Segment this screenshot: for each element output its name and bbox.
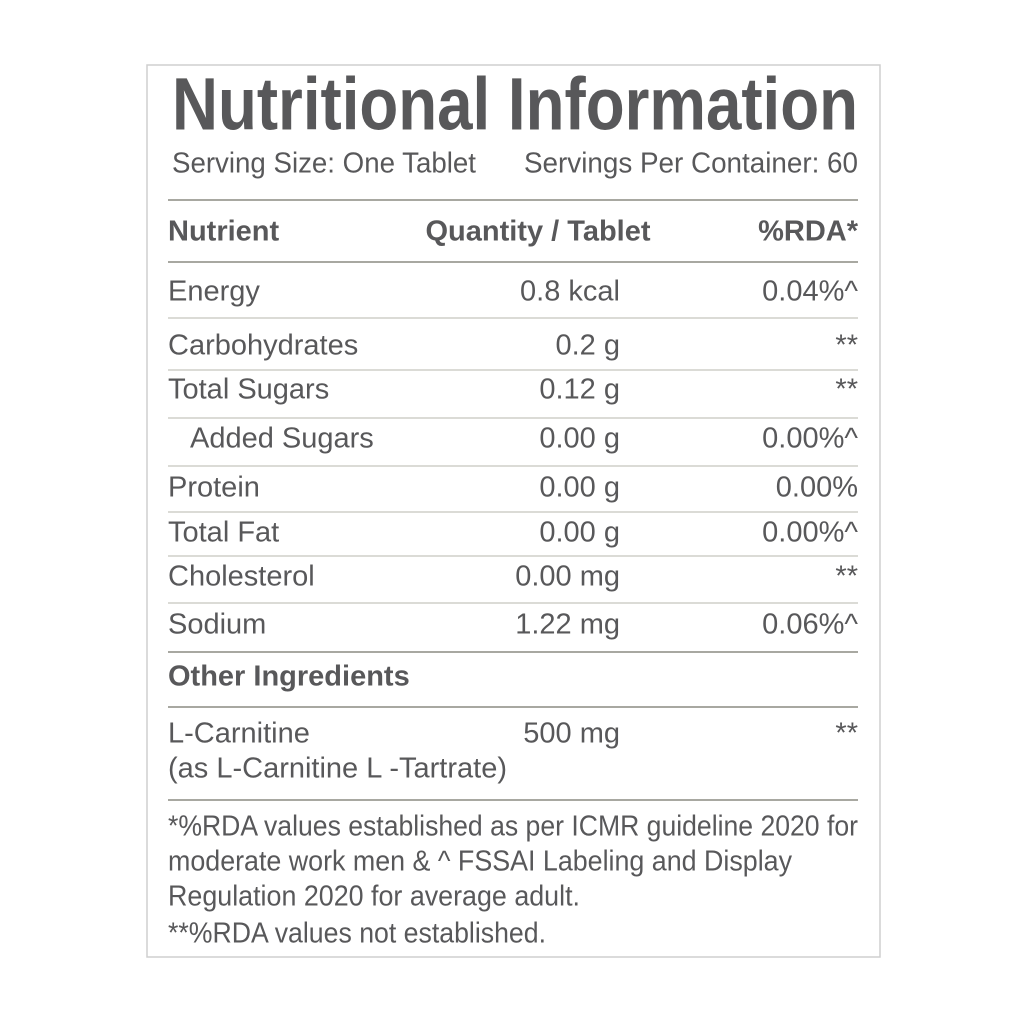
- nutrient-name: Total Sugars: [168, 374, 329, 406]
- header-cell: %RDA*: [758, 216, 859, 248]
- nutrient-rda: **: [835, 374, 858, 406]
- ingredient-rda: **: [835, 718, 858, 750]
- nutrient-quantity: 0.00 mg: [515, 561, 620, 593]
- nutrient-rda: 0.00%: [776, 472, 858, 504]
- nutrient-quantity: 1.22 mg: [515, 609, 620, 641]
- nutrient-name: Added Sugars: [190, 423, 374, 455]
- nutrient-quantity: 0.00 g: [539, 517, 620, 549]
- rows: Energy 0.8 kcal 0.04%^ Carbohydrates 0.2 g **…: [168, 276, 858, 641]
- header-cell: Quantity / Tablet: [425, 216, 650, 248]
- ingredient-quantity: 500 mg: [523, 718, 620, 750]
- nutrient-quantity: 0.00 g: [539, 472, 620, 504]
- nutrient-rda: **: [835, 561, 858, 593]
- footnote: moderate work men & ^ FSSAI Labeling and…: [168, 846, 792, 878]
- servings-per-container: Servings Per Container: 60: [524, 148, 858, 180]
- serving-size: Serving Size: One Tablet: [172, 148, 476, 180]
- footnote: *%RDA values established as per ICMR gui…: [168, 811, 858, 843]
- ingredient-name: (as L-Carnitine L -Tartrate): [168, 753, 507, 785]
- nutrient-name: Carbohydrates: [168, 330, 358, 362]
- footnote: **%RDA values not established.: [168, 918, 546, 950]
- nutrient-quantity: 0.00 g: [539, 423, 620, 455]
- nutrient-name: Total Fat: [168, 517, 279, 549]
- nutrient-quantity: 0.2 g: [556, 330, 621, 362]
- ingredient-name: L-Carnitine: [168, 718, 310, 750]
- title: Nutritional Information: [172, 63, 858, 146]
- nutrient-name: Protein: [168, 472, 260, 504]
- footnote: Regulation 2020 for average adult.: [168, 881, 580, 913]
- nutrient-quantity: 0.8 kcal: [520, 276, 620, 308]
- section-heading: Other Ingredients: [168, 661, 410, 693]
- nutrient-name: Sodium: [168, 609, 266, 641]
- nutrient-rda: 0.06%^: [762, 609, 858, 641]
- nutrient-name: Cholesterol: [168, 561, 315, 593]
- nutrient-rda: 0.04%^: [762, 276, 858, 308]
- nutrient-rda: **: [835, 330, 858, 362]
- nutrient-name: Energy: [168, 276, 260, 308]
- label-border: [146, 64, 881, 958]
- header-cell: Nutrient: [168, 216, 280, 248]
- nutrient-rda: 0.00%^: [762, 517, 858, 549]
- nutrient-quantity: 0.12 g: [539, 374, 620, 406]
- nutrient-rda: 0.00%^: [762, 423, 858, 455]
